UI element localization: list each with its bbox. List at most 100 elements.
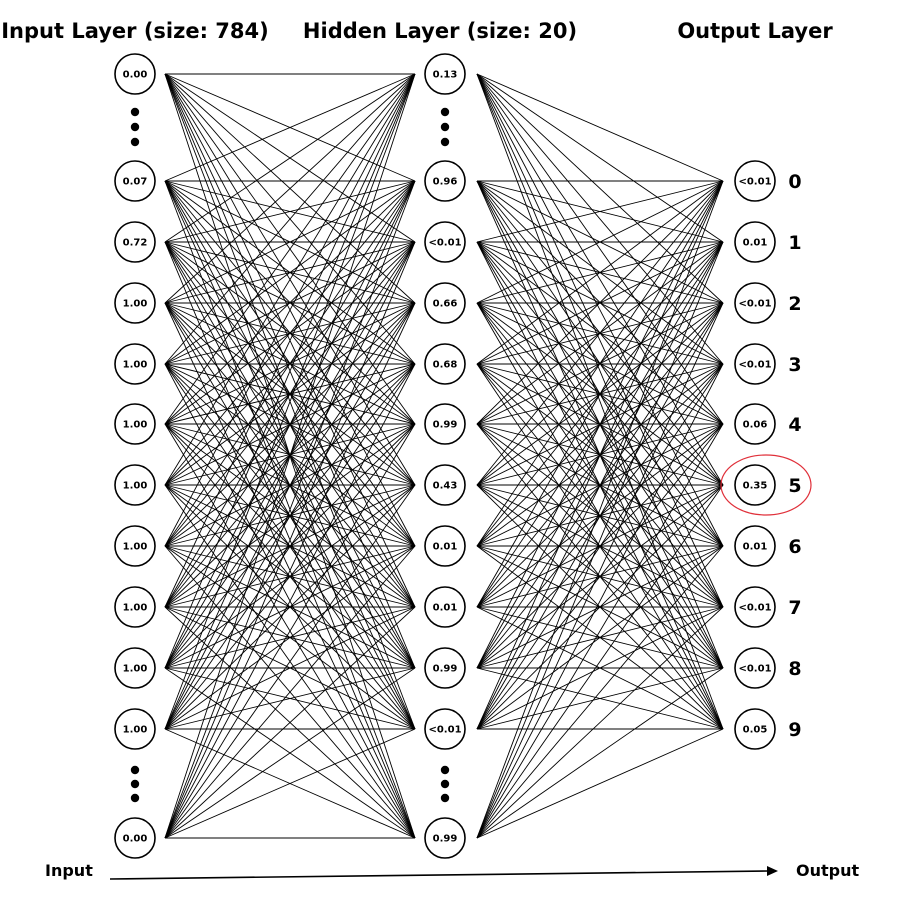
- edge-input-hidden: [164, 667, 416, 839]
- input-node: 1.00: [114, 464, 156, 506]
- input-node: 1.00: [114, 282, 156, 324]
- hidden-node: <0.01: [424, 221, 466, 263]
- node-value: <0.01: [738, 664, 771, 675]
- node-value: 1.00: [123, 299, 148, 310]
- node-value: 1.00: [123, 603, 148, 614]
- edge-hidden-output: [476, 73, 724, 669]
- hidden-node: 0.99: [424, 403, 466, 445]
- hidden-node: 0.01: [424, 586, 466, 628]
- edge-hidden-output: [476, 363, 724, 730]
- edge-input-hidden: [164, 180, 416, 669]
- node-circle: [424, 53, 466, 95]
- output-flow-label: Output: [796, 861, 859, 880]
- highlight-ring: [720, 454, 812, 516]
- node-circle: [424, 221, 466, 263]
- edge-input-hidden: [164, 545, 416, 839]
- edge-hidden-output: [476, 423, 724, 839]
- edge-hidden-output: [476, 241, 724, 839]
- edge-hidden-output: [476, 241, 724, 730]
- output-digit-label: 7: [788, 597, 801, 619]
- output-digit-label: 6: [788, 536, 801, 558]
- output-node: 0.06: [734, 403, 776, 445]
- edge-input-hidden: [164, 484, 416, 839]
- hidden-node: 0.96: [424, 160, 466, 202]
- edge-hidden-output: [476, 423, 724, 730]
- output-node: <0.01: [734, 343, 776, 385]
- edge-hidden-output: [476, 73, 724, 547]
- edge-input-hidden: [164, 606, 416, 730]
- edge-hidden-output: [476, 73, 724, 425]
- edge-hidden-output: [476, 180, 724, 669]
- edge-input-hidden: [164, 423, 416, 730]
- node-value: 0.01: [433, 542, 458, 553]
- node-value: <0.01: [738, 603, 771, 614]
- edge-input-hidden: [164, 241, 416, 839]
- node-value: 0.35: [743, 481, 768, 492]
- edge-input-hidden: [164, 180, 416, 425]
- output-node: 0.01: [734, 221, 776, 263]
- edge-input-hidden: [164, 73, 416, 547]
- ellipsis-dot: [130, 137, 140, 147]
- node-value: 0.06: [743, 420, 768, 431]
- node-circle: [424, 708, 466, 750]
- edge-input-hidden: [164, 180, 416, 839]
- ellipsis-dot: [130, 779, 140, 789]
- edge-hidden-output: [476, 302, 724, 730]
- node-circle: [114, 586, 156, 628]
- input-node: 0.72: [114, 221, 156, 263]
- output-node: <0.01: [734, 586, 776, 628]
- edge-hidden-output: [476, 73, 724, 304]
- node-value: 0.01: [743, 542, 768, 553]
- node-value: <0.01: [428, 725, 461, 736]
- ellipsis-dot: [130, 793, 140, 803]
- node-value: 0.13: [433, 70, 458, 81]
- node-circle: [734, 647, 776, 689]
- node-value: <0.01: [738, 299, 771, 310]
- node-circle: [424, 403, 466, 445]
- node-value: <0.01: [738, 177, 771, 188]
- edge-input-hidden: [164, 484, 416, 730]
- output-node: 0.05: [734, 708, 776, 750]
- node-circle: [734, 464, 776, 506]
- connection-edges: [164, 73, 724, 839]
- node-circle: [114, 403, 156, 445]
- edge-input-hidden: [164, 73, 416, 243]
- output-node: 0.35: [734, 464, 776, 506]
- edge-input-hidden: [164, 302, 416, 730]
- edge-hidden-output: [476, 180, 724, 547]
- hidden-node: 0.99: [424, 647, 466, 689]
- edge-input-hidden: [164, 423, 416, 839]
- edge-input-hidden: [164, 73, 416, 486]
- node-value: 1.00: [123, 360, 148, 371]
- node-value: 1.00: [123, 420, 148, 431]
- hidden-node: 0.43: [424, 464, 466, 506]
- node-circle: [424, 160, 466, 202]
- node-circle: [734, 403, 776, 445]
- hidden-node: 0.01: [424, 525, 466, 567]
- node-circle: [734, 708, 776, 750]
- node-value: 0.72: [123, 238, 148, 249]
- node-value: 1.00: [123, 481, 148, 492]
- node-circle: [114, 160, 156, 202]
- edge-input-hidden: [164, 667, 416, 730]
- output-node: <0.01: [734, 160, 776, 202]
- edge-hidden-output: [476, 180, 724, 365]
- output-node: <0.01: [734, 647, 776, 689]
- node-circle: [424, 282, 466, 324]
- ellipsis-dot: [130, 107, 140, 117]
- node-value: 0.00: [123, 70, 148, 81]
- edge-input-hidden: [164, 73, 416, 669]
- node-circle: [114, 708, 156, 750]
- edge-hidden-output: [476, 484, 724, 839]
- edge-input-hidden: [164, 180, 416, 608]
- node-value: 0.01: [433, 603, 458, 614]
- output-layer-title: Output Layer: [677, 19, 833, 43]
- edge-input-hidden: [164, 302, 416, 839]
- input-node: 1.00: [114, 343, 156, 385]
- edge-hidden-output: [476, 180, 724, 486]
- node-value: <0.01: [428, 238, 461, 249]
- output-digit-label: 3: [788, 354, 801, 376]
- hidden-node: 0.13: [424, 53, 466, 95]
- node-value: 0.96: [433, 177, 458, 188]
- node-value: 0.00: [123, 834, 148, 845]
